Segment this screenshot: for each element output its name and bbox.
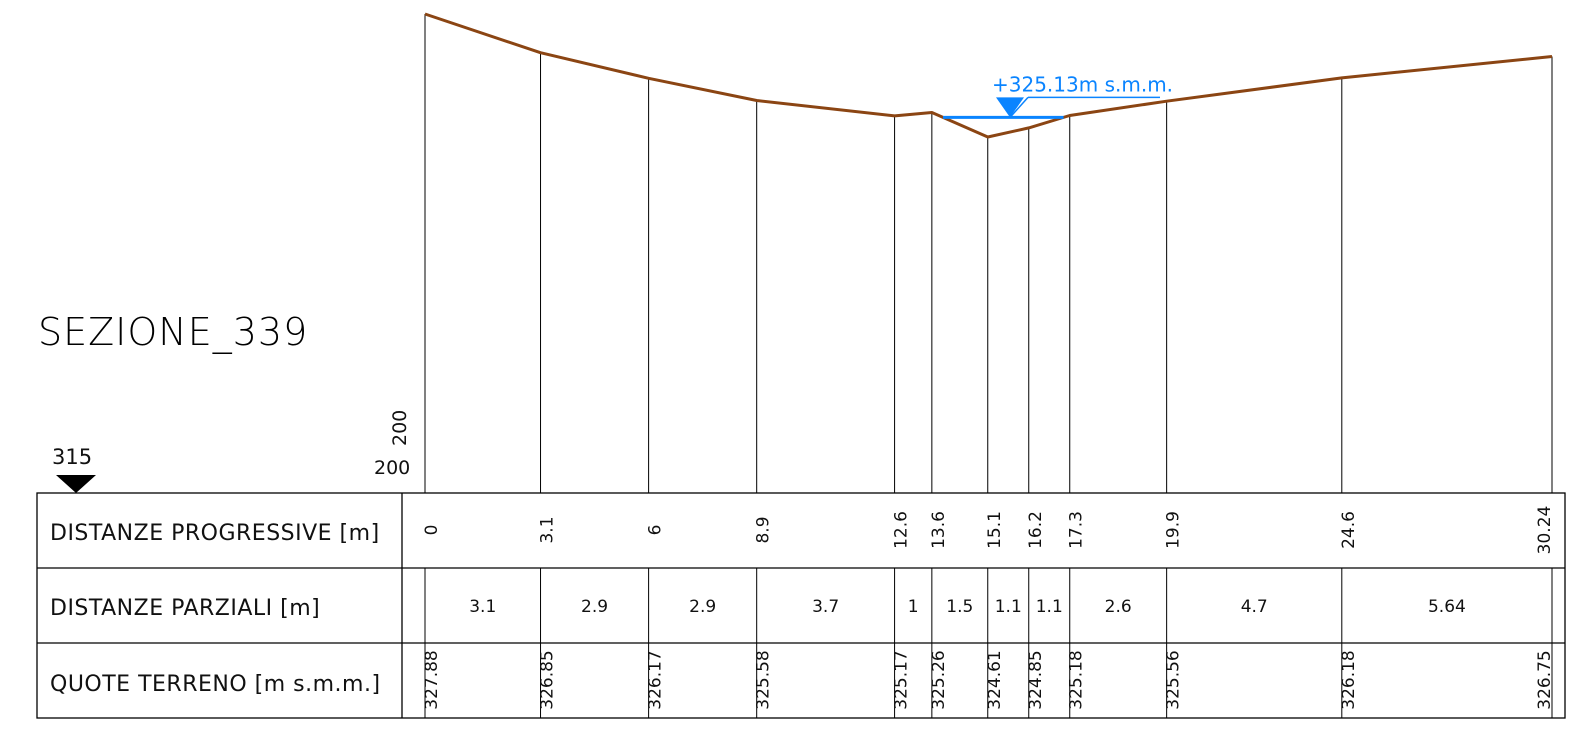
progressive-distance-label: 6: [646, 525, 666, 536]
water-level-group: +325.13m s.m.m.: [943, 72, 1173, 119]
progressive-distance-label: 13.6: [929, 511, 949, 549]
partial-distance-label: 3.1: [469, 597, 496, 617]
partial-distance-label: 1.1: [1036, 597, 1063, 617]
partial-distance-label: 1.5: [946, 597, 973, 617]
elevation-label: 325.26: [929, 650, 949, 709]
progressive-distance-label: 30.24: [1535, 506, 1555, 555]
row-label-partial: DISTANZE PARZIALI [m]: [50, 596, 320, 621]
elevation-label: 326.75: [1535, 650, 1555, 709]
datum-triangle-icon: [56, 475, 96, 493]
elevation-label: 326.85: [538, 650, 558, 709]
partial-distance-label: 1: [908, 597, 919, 617]
elevation-label: 327.88: [422, 650, 442, 709]
elevation-label: 326.17: [646, 650, 666, 709]
elevation-label: 326.18: [1339, 650, 1359, 709]
progressive-distance-label: 0: [422, 525, 442, 536]
progressive-distance-label: 16.2: [1026, 511, 1046, 549]
progressive-distance-label: 19.9: [1164, 511, 1184, 549]
water-level-label: +325.13m s.m.m.: [992, 72, 1173, 96]
partial-distance-label: 4.7: [1241, 597, 1268, 617]
partial-distance-label: 5.64: [1428, 597, 1466, 617]
partial-distance-label: 1.1: [995, 597, 1022, 617]
progressive-distance-label: 24.6: [1339, 511, 1359, 549]
terrain-profile: [424, 12, 1553, 139]
elevation-label: 324.61: [985, 650, 1005, 709]
water-level-leader: [1009, 96, 1029, 118]
station-verticals: [424, 14, 1553, 718]
data-table: DISTANZE PROGRESSIVE [m] DISTANZE PARZIA…: [36, 492, 1566, 719]
partial-distance-label: 2.9: [689, 597, 716, 617]
section-title: SEZIONE_339: [38, 310, 308, 355]
progressive-distance-label: 3.1: [538, 516, 558, 543]
vertical-scale: 200: [389, 410, 411, 446]
partial-distance-label: 2.9: [581, 597, 608, 617]
elevation-label: 324.85: [1026, 650, 1046, 709]
row-label-elevation: QUOTE TERRENO [m s.m.m.]: [50, 672, 381, 697]
station-labels: 0327.883.1326.856326.178.9325.5812.6325.…: [422, 506, 1555, 710]
partial-distance-label: 2.6: [1105, 597, 1132, 617]
elevation-label: 325.58: [754, 650, 774, 709]
horizontal-scale: 200: [374, 457, 410, 479]
elevation-label: 325.56: [1164, 650, 1184, 709]
elevation-label: 325.17: [892, 650, 912, 709]
progressive-distance-label: 8.9: [754, 516, 774, 543]
terrain-line: [424, 12, 1553, 139]
partial-distance-label: 3.7: [812, 597, 839, 617]
water-level-triangle-icon: [996, 97, 1024, 118]
progressive-distance-label: 17.3: [1067, 511, 1087, 549]
row-label-progressive: DISTANZE PROGRESSIVE [m]: [50, 521, 380, 546]
table-frame: [36, 492, 1566, 719]
progressive-distance-label: 12.6: [892, 511, 912, 549]
elevation-label: 325.18: [1067, 650, 1087, 709]
datum-quota: 315: [52, 445, 92, 469]
progressive-distance-label: 15.1: [985, 511, 1005, 549]
